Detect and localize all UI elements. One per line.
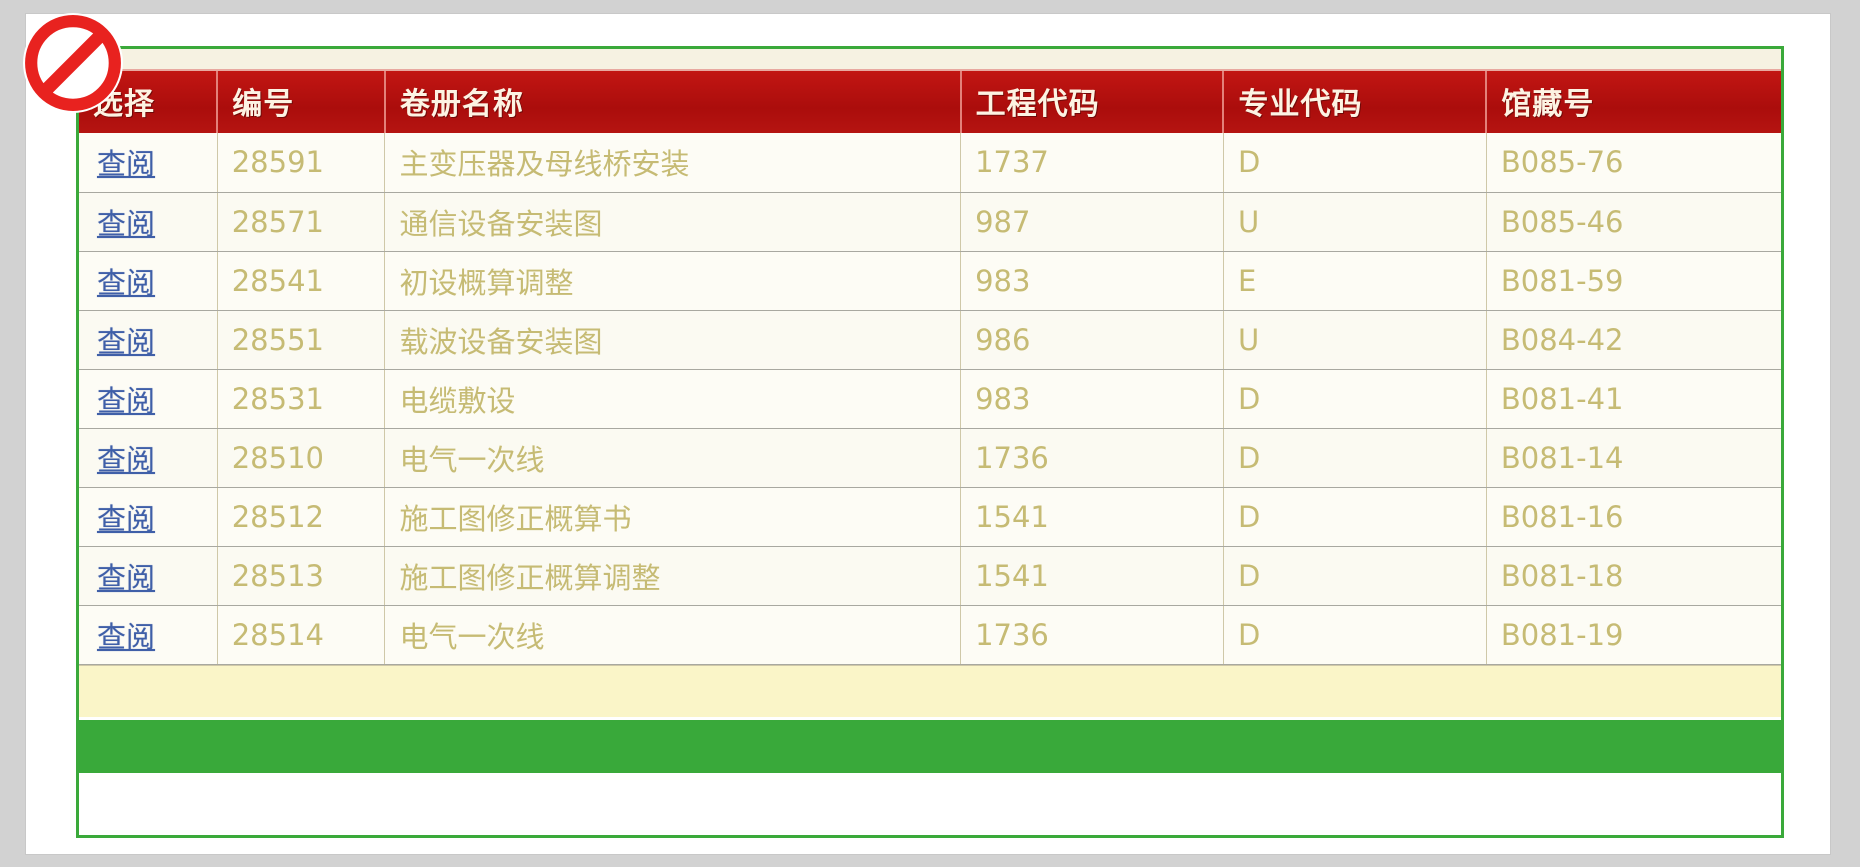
column-header-action[interactable]: 选择 (79, 71, 219, 133)
view-record-link[interactable]: 查阅 (97, 619, 156, 654)
cell-id: 28541 (217, 251, 386, 311)
cell-archive-no: B085-46 (1486, 192, 1781, 252)
view-record-link[interactable]: 查阅 (97, 442, 156, 477)
cell-name: 施工图修正概算书 (384, 487, 962, 547)
cell-name: 通信设备安装图 (384, 192, 962, 252)
panel-top-strip (79, 49, 1781, 71)
view-record-link[interactable]: 查阅 (97, 206, 156, 241)
column-header-archive-no[interactable]: 馆藏号 (1486, 71, 1781, 133)
cell-id: 28513 (217, 546, 386, 606)
table-row: 查阅 28531 电缆敷设 983 D B081-41 (79, 369, 1781, 429)
table-row: 查阅 28512 施工图修正概算书 1541 D B081-16 (79, 487, 1781, 547)
cell-action: 查阅 (79, 369, 218, 429)
cell-spec-code: U (1223, 192, 1487, 252)
table-row: 查阅 28551 载波设备安装图 986 U B084-42 (79, 310, 1781, 370)
column-header-name[interactable]: 卷册名称 (384, 71, 962, 133)
cell-action: 查阅 (79, 487, 218, 547)
cell-name: 施工图修正概算调整 (384, 546, 962, 606)
cell-spec-code: D (1223, 546, 1487, 606)
cell-name: 载波设备安装图 (384, 310, 962, 370)
records-table-head: 选择 编号 卷册名称 工程代码 专业代码 馆藏号 (79, 71, 1781, 133)
cell-name: 主变压器及母线桥安装 (384, 133, 962, 193)
table-row: 查阅 28571 通信设备安装图 987 U B085-46 (79, 192, 1781, 252)
cell-action: 查阅 (79, 546, 218, 606)
cell-id: 28531 (217, 369, 386, 429)
cell-project-code: 1737 (960, 133, 1224, 193)
cell-project-code: 1736 (960, 605, 1224, 665)
page-surface: 选择 编号 卷册名称 工程代码 专业代码 馆藏号 查阅 28591 主变压器及母线桥… (26, 14, 1830, 854)
cell-action: 查阅 (79, 133, 218, 193)
view-record-link[interactable]: 查阅 (97, 501, 156, 536)
column-header-spec-code[interactable]: 专业代码 (1223, 71, 1488, 133)
cell-spec-code: D (1223, 487, 1487, 547)
table-row: 查阅 28591 主变压器及母线桥安装 1737 D B085-76 (79, 133, 1781, 193)
cell-action: 查阅 (79, 428, 218, 488)
cell-spec-code: E (1223, 251, 1487, 311)
cell-archive-no: B081-16 (1486, 487, 1781, 547)
cell-spec-code: U (1223, 310, 1487, 370)
column-header-project-code[interactable]: 工程代码 (960, 71, 1225, 133)
cell-spec-code: D (1223, 133, 1487, 193)
panel-footer-cream-strip (79, 664, 1781, 717)
cell-id: 28514 (217, 605, 386, 665)
cell-id: 28512 (217, 487, 386, 547)
cell-spec-code: D (1223, 428, 1487, 488)
cell-archive-no: B081-18 (1486, 546, 1781, 606)
records-table-header-row: 选择 编号 卷册名称 工程代码 专业代码 馆藏号 (79, 71, 1781, 133)
cell-name: 电缆敷设 (384, 369, 962, 429)
cell-archive-no: B085-76 (1486, 133, 1781, 193)
cell-archive-no: B081-14 (1486, 428, 1781, 488)
view-record-link[interactable]: 查阅 (97, 383, 156, 418)
table-row: 查阅 28510 电气一次线 1736 D B081-14 (79, 428, 1781, 488)
cell-project-code: 983 (960, 369, 1224, 429)
cell-project-code: 1541 (960, 487, 1224, 547)
cell-spec-code: D (1223, 605, 1487, 665)
table-row: 查阅 28513 施工图修正概算调整 1541 D B081-18 (79, 546, 1781, 606)
cell-archive-no: B081-19 (1486, 605, 1781, 665)
table-row: 查阅 28541 初设概算调整 983 E B081-59 (79, 251, 1781, 311)
cell-archive-no: B081-41 (1486, 369, 1781, 429)
view-record-link[interactable]: 查阅 (97, 324, 156, 359)
cell-archive-no: B081-59 (1486, 251, 1781, 311)
cell-id: 28510 (217, 428, 386, 488)
cell-project-code: 983 (960, 251, 1224, 311)
cell-name: 电气一次线 (384, 428, 962, 488)
cell-action: 查阅 (79, 310, 218, 370)
cell-action: 查阅 (79, 605, 218, 665)
records-panel: 选择 编号 卷册名称 工程代码 专业代码 馆藏号 查阅 28591 主变压器及母线桥… (76, 46, 1784, 838)
cell-name: 初设概算调整 (384, 251, 962, 311)
view-record-link[interactable]: 查阅 (97, 147, 156, 182)
cell-id: 28551 (217, 310, 386, 370)
cell-project-code: 1736 (960, 428, 1224, 488)
cell-project-code: 1541 (960, 546, 1224, 606)
cell-id: 28591 (217, 133, 386, 193)
cell-project-code: 986 (960, 310, 1224, 370)
table-row: 查阅 28514 电气一次线 1736 D B081-19 (79, 605, 1781, 665)
cell-spec-code: D (1223, 369, 1487, 429)
cell-id: 28571 (217, 192, 386, 252)
records-table: 选择 编号 卷册名称 工程代码 专业代码 馆藏号 查阅 28591 主变压器及母线桥… (79, 71, 1781, 665)
view-record-link[interactable]: 查阅 (97, 265, 156, 300)
view-record-link[interactable]: 查阅 (97, 560, 156, 595)
cell-action: 查阅 (79, 251, 218, 311)
panel-footer-green-bar (79, 716, 1781, 773)
cell-project-code: 987 (960, 192, 1224, 252)
cell-name: 电气一次线 (384, 605, 962, 665)
records-table-body: 查阅 28591 主变压器及母线桥安装 1737 D B085-76 查阅 28571 通信设备… (79, 133, 1781, 665)
cell-archive-no: B084-42 (1486, 310, 1781, 370)
column-header-id[interactable]: 编号 (217, 71, 386, 133)
cell-action: 查阅 (79, 192, 218, 252)
